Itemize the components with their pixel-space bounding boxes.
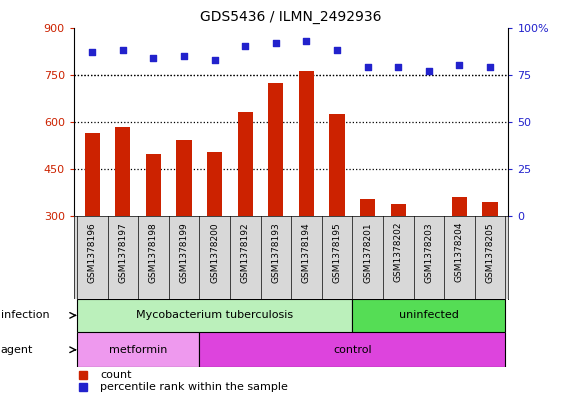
Text: GSM1378201: GSM1378201 [363,222,372,283]
Point [210,57,219,63]
Text: GSM1378205: GSM1378205 [486,222,495,283]
Text: control: control [333,345,371,355]
Text: uninfected: uninfected [399,310,459,320]
Text: percentile rank within the sample: percentile rank within the sample [100,382,288,391]
Bar [77,299,352,332]
Text: GSM1378197: GSM1378197 [118,222,127,283]
Text: infection: infection [1,310,49,320]
Point [394,64,403,70]
Point [486,64,495,70]
Text: GSM1378192: GSM1378192 [241,222,250,283]
Bar [352,299,506,332]
Bar [85,133,100,216]
Point [241,43,250,50]
Point [118,47,127,53]
Bar [299,71,314,216]
Text: GSM1378199: GSM1378199 [179,222,189,283]
Text: Mycobacterium tuberculosis: Mycobacterium tuberculosis [136,310,293,320]
Bar [482,202,498,216]
Text: GSM1378203: GSM1378203 [424,222,433,283]
Bar [207,152,222,216]
Text: metformin: metformin [109,345,168,355]
Point [302,38,311,44]
Point [179,53,189,59]
Bar [176,140,191,216]
Text: GSM1378204: GSM1378204 [455,222,464,283]
Text: GSM1378198: GSM1378198 [149,222,158,283]
Point [424,68,433,74]
Text: GSM1378193: GSM1378193 [272,222,280,283]
Bar [360,199,375,216]
Text: GSM1378194: GSM1378194 [302,222,311,283]
Title: GDS5436 / ILMN_2492936: GDS5436 / ILMN_2492936 [201,10,382,24]
Text: GSM1378202: GSM1378202 [394,222,403,283]
Bar [77,332,199,367]
Point [272,39,281,46]
Point [149,55,158,61]
Point [363,64,372,70]
Text: GSM1378195: GSM1378195 [332,222,341,283]
Bar [452,197,467,216]
Point [332,47,341,53]
Text: count: count [100,369,131,380]
Text: agent: agent [1,345,33,355]
Bar [237,112,253,216]
Bar [115,127,131,216]
Point [87,49,97,55]
Point [455,62,464,68]
Text: GSM1378200: GSM1378200 [210,222,219,283]
Bar [146,154,161,216]
Bar [421,215,436,216]
Text: GSM1378196: GSM1378196 [87,222,97,283]
Bar [199,332,506,367]
Bar [268,83,283,216]
Bar [391,204,406,216]
Bar [329,114,345,216]
